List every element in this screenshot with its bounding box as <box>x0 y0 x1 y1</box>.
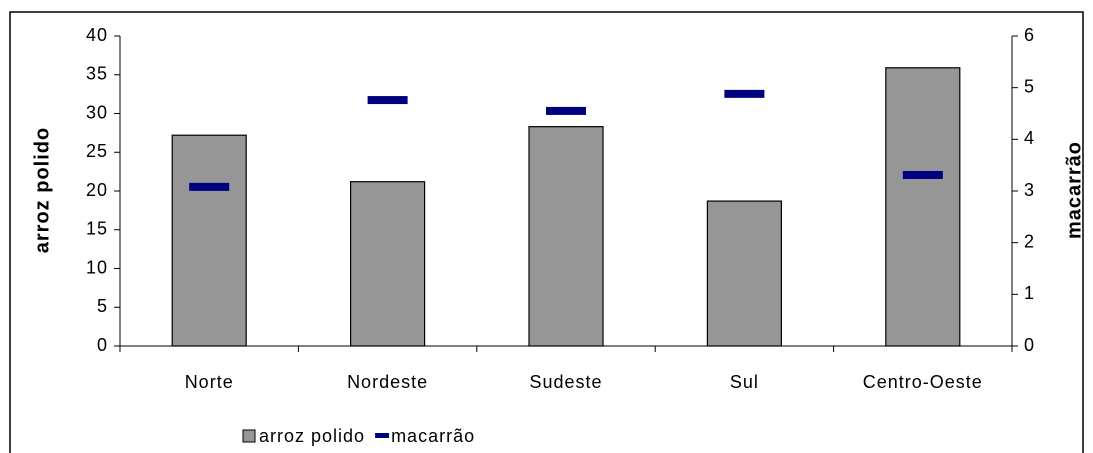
x-tick-label: Centro-Oeste <box>863 372 983 392</box>
dash-marker <box>367 96 408 105</box>
x-tick-label: Sul <box>730 372 759 392</box>
legend-label: arroz polido <box>259 426 365 446</box>
y-axis-title: arroz polido <box>31 127 53 253</box>
y2-tick-label: 5 <box>1024 76 1035 96</box>
x-tick-label: Norte <box>185 372 234 392</box>
y-tick-label: 40 <box>86 25 108 45</box>
dash-marker <box>546 106 586 115</box>
bar <box>350 181 426 347</box>
x-tick-label: Nordeste <box>347 372 428 392</box>
legend-swatch <box>242 429 256 443</box>
y-tick-label: 5 <box>97 296 108 316</box>
y-tick-label: 15 <box>86 219 108 239</box>
bar <box>528 126 604 347</box>
bar <box>885 67 961 347</box>
dash-marker <box>189 182 230 191</box>
frame <box>9 11 1084 453</box>
y-tick-label: 20 <box>86 180 108 200</box>
y2-tick-label: 6 <box>1024 25 1035 45</box>
y-tick-label: 25 <box>86 141 108 161</box>
y2-tick-label: 3 <box>1024 180 1035 200</box>
y-tick-label: 30 <box>86 102 108 122</box>
y2-axis-title: macarrão <box>1063 141 1085 239</box>
x-tick-label: Sudeste <box>529 372 602 392</box>
y2-tick-label: 2 <box>1024 231 1035 251</box>
y-tick-label: 10 <box>86 257 108 277</box>
legend-label: macarrão <box>391 426 475 446</box>
dash-marker <box>902 170 943 179</box>
y-tick-label: 0 <box>97 335 108 355</box>
bar <box>171 134 247 347</box>
y-tick-label: 35 <box>86 64 108 84</box>
y2-tick-label: 1 <box>1024 283 1035 303</box>
bar <box>706 200 783 347</box>
legend-swatch <box>375 433 390 438</box>
y2-tick-label: 4 <box>1024 128 1035 148</box>
dash-marker <box>724 89 765 98</box>
y2-tick-label: 0 <box>1024 335 1035 355</box>
